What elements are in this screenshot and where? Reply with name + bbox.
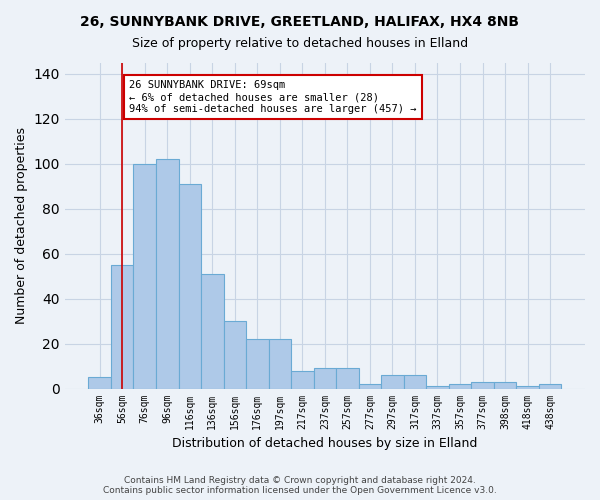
Bar — [494, 382, 517, 388]
Text: Size of property relative to detached houses in Elland: Size of property relative to detached ho… — [132, 38, 468, 51]
Bar — [88, 378, 111, 388]
Bar — [111, 265, 133, 388]
Bar — [291, 370, 314, 388]
Text: 26, SUNNYBANK DRIVE, GREETLAND, HALIFAX, HX4 8NB: 26, SUNNYBANK DRIVE, GREETLAND, HALIFAX,… — [80, 15, 520, 29]
Bar — [426, 386, 449, 388]
Bar — [471, 382, 494, 388]
Bar — [133, 164, 156, 388]
Bar — [156, 159, 179, 388]
Bar — [336, 368, 359, 388]
Bar — [246, 339, 269, 388]
Bar — [269, 339, 291, 388]
Bar — [224, 321, 246, 388]
Bar — [179, 184, 201, 388]
Text: 26 SUNNYBANK DRIVE: 69sqm
← 6% of detached houses are smaller (28)
94% of semi-d: 26 SUNNYBANK DRIVE: 69sqm ← 6% of detach… — [129, 80, 416, 114]
Bar — [381, 375, 404, 388]
Bar — [517, 386, 539, 388]
Bar — [539, 384, 562, 388]
Bar — [201, 274, 224, 388]
Text: Contains HM Land Registry data © Crown copyright and database right 2024.
Contai: Contains HM Land Registry data © Crown c… — [103, 476, 497, 495]
Bar — [449, 384, 471, 388]
Bar — [404, 375, 426, 388]
X-axis label: Distribution of detached houses by size in Elland: Distribution of detached houses by size … — [172, 437, 478, 450]
Bar — [359, 384, 381, 388]
Y-axis label: Number of detached properties: Number of detached properties — [15, 127, 28, 324]
Bar — [314, 368, 336, 388]
